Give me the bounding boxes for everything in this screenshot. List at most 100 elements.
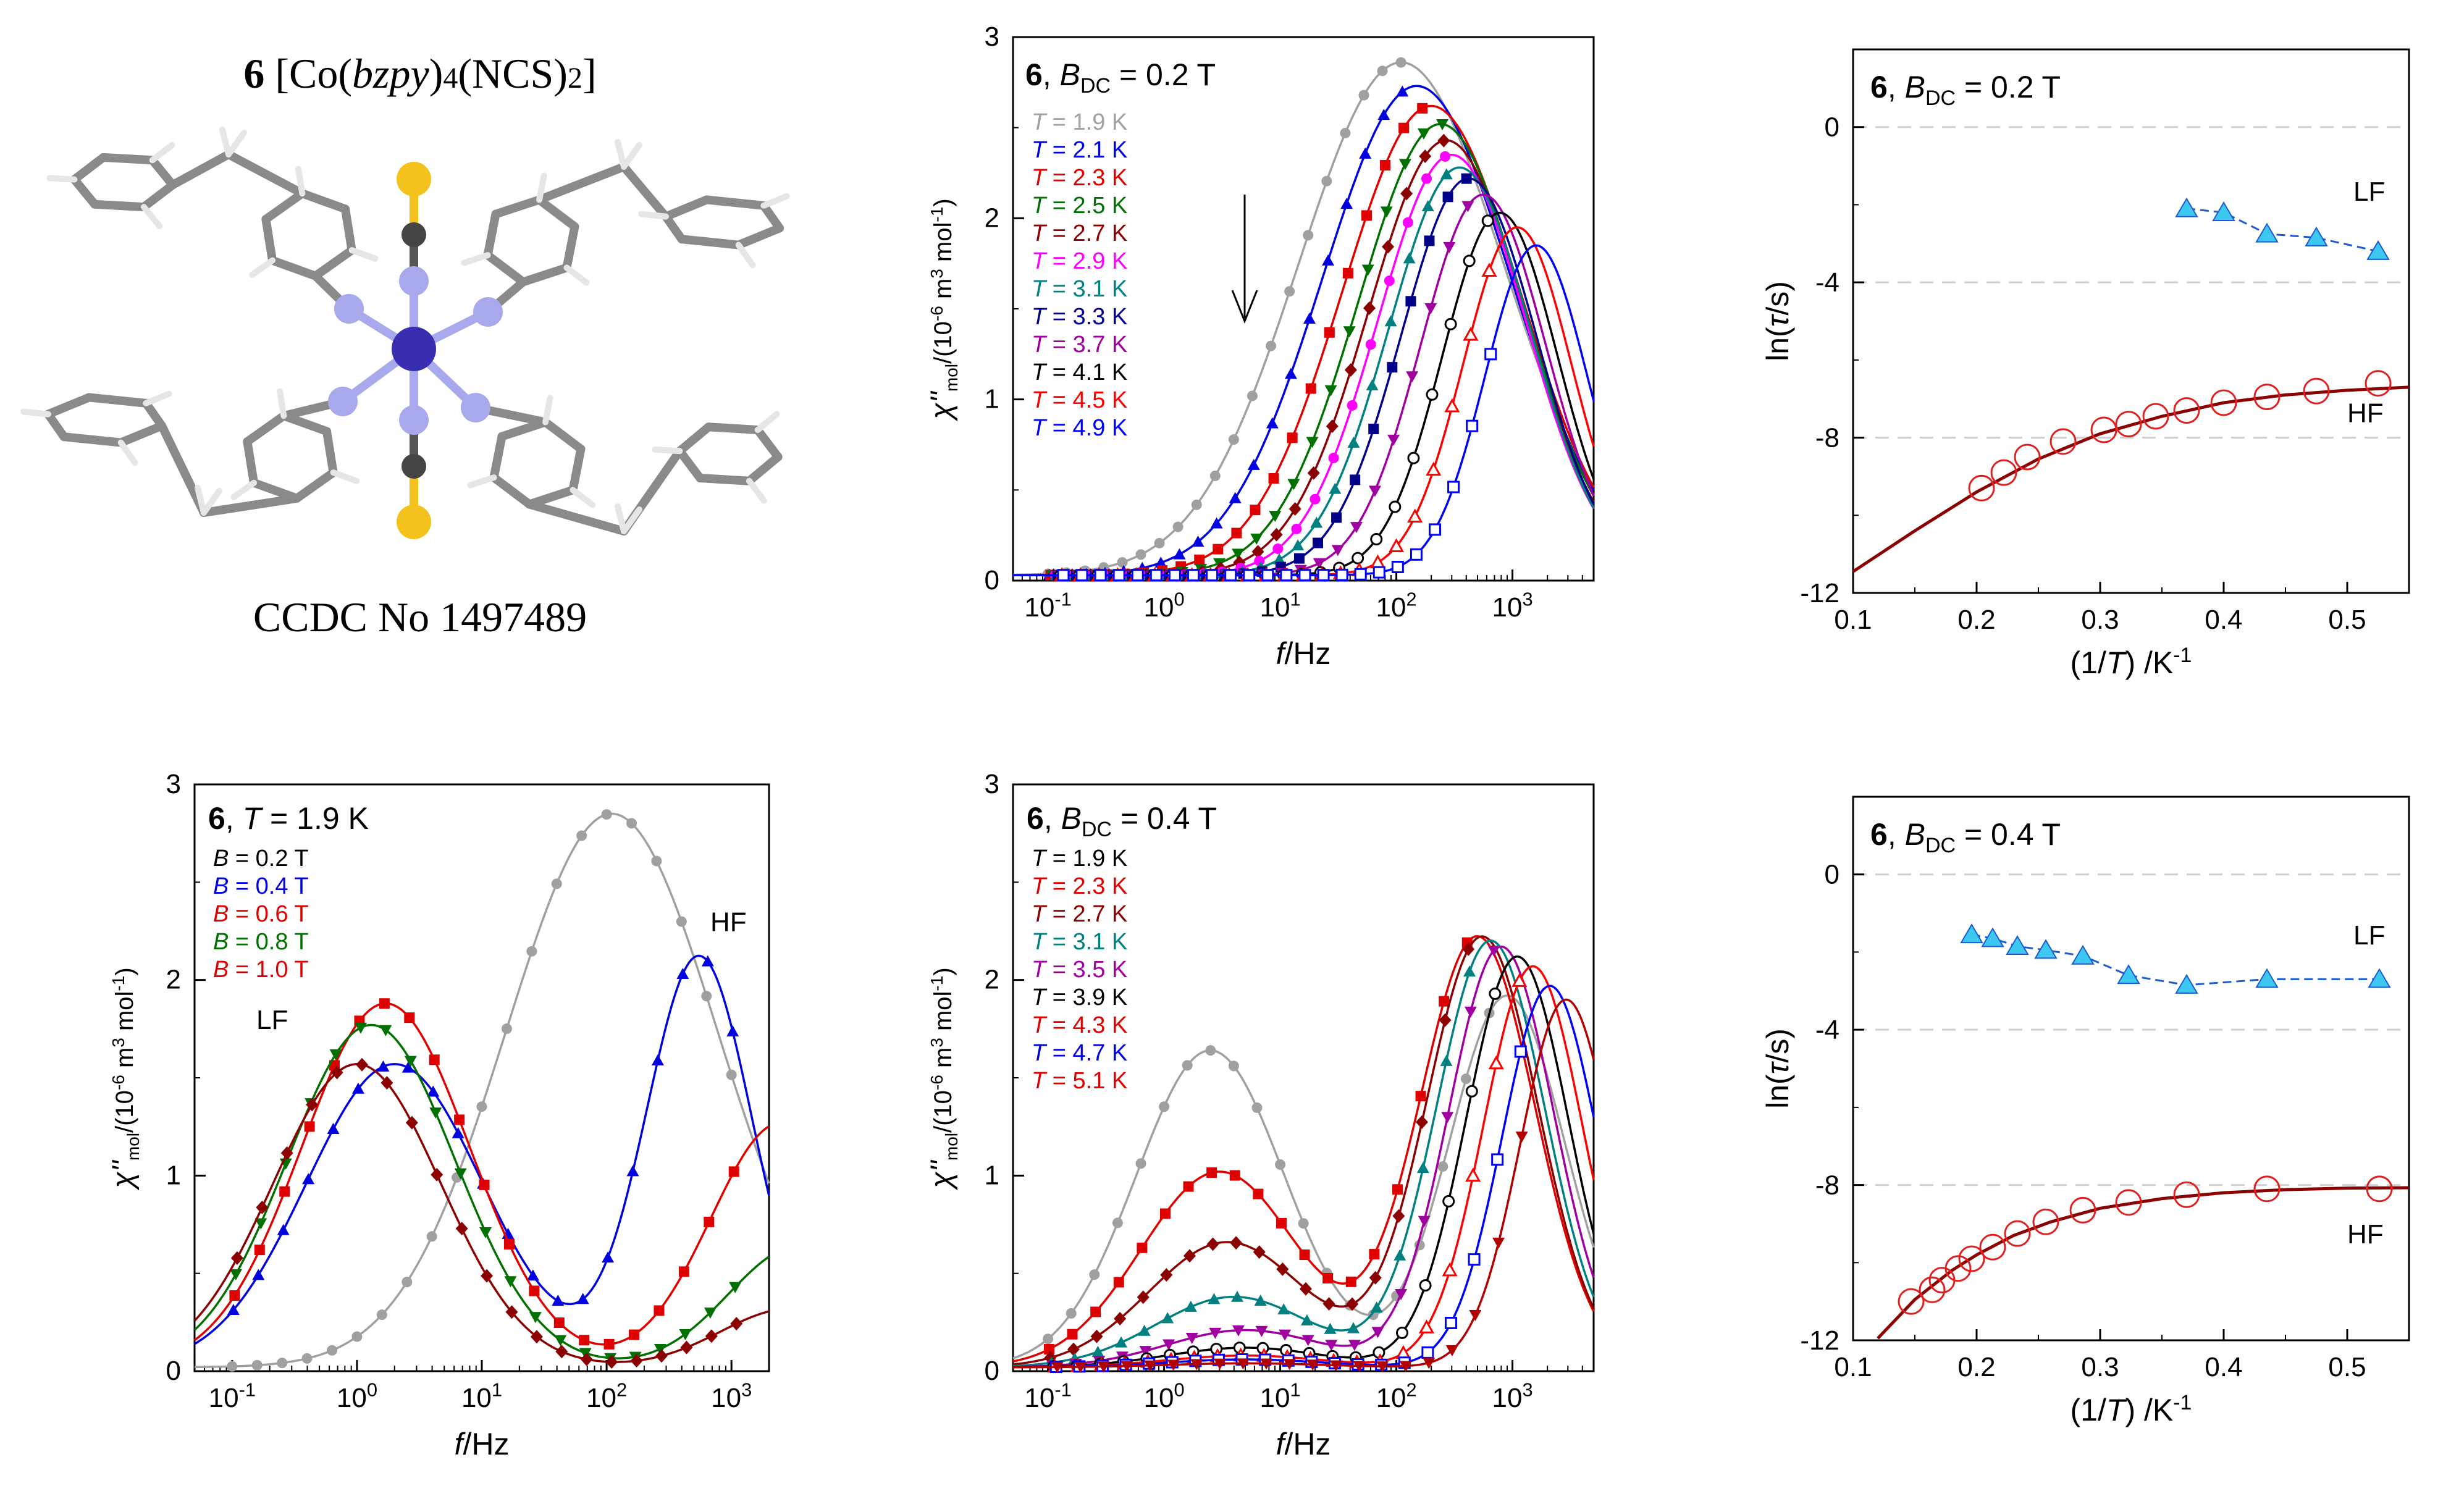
data-point — [404, 1012, 415, 1023]
bond — [116, 421, 167, 447]
hf-data-point — [1958, 1245, 1985, 1272]
formula-suffix-1: ) — [429, 50, 444, 97]
data-point — [1231, 1290, 1244, 1302]
bond — [638, 211, 669, 220]
lf-data-point — [2368, 968, 2391, 988]
data-point — [1417, 128, 1430, 140]
data-point — [1067, 1329, 1078, 1340]
bond — [348, 247, 379, 262]
data-point — [1247, 458, 1260, 470]
legend-entry: T = 3.9 K — [1032, 985, 1127, 1010]
data-point — [1370, 533, 1383, 546]
data-point — [1159, 1208, 1171, 1219]
data-point — [1461, 201, 1474, 212]
data-point — [1465, 1167, 1481, 1182]
y-tick-label: 3 — [985, 769, 999, 799]
data-point — [1361, 210, 1372, 221]
nitrogen-atom — [399, 266, 429, 296]
bond — [615, 503, 627, 534]
data-point — [1437, 133, 1450, 148]
legend-entry: T = 4.9 K — [1032, 415, 1127, 441]
formula-subscript-4: 4 — [443, 62, 458, 94]
data-point — [1306, 437, 1319, 448]
data-point — [1191, 499, 1202, 510]
data-point — [503, 1238, 515, 1250]
data-point — [227, 1361, 238, 1372]
data-point — [553, 1317, 565, 1328]
legend-entry: T = 3.7 K — [1032, 332, 1127, 358]
data-point — [554, 1335, 567, 1346]
x-tick-label: 10-1 — [209, 1379, 256, 1413]
data-point — [1407, 452, 1420, 464]
data-point — [1326, 419, 1339, 434]
data-point — [401, 1061, 414, 1073]
legend-entry: B = 0.8 T — [213, 929, 309, 955]
data-point — [306, 1098, 319, 1112]
hf-data-point — [2365, 370, 2392, 397]
data-point — [1440, 151, 1451, 162]
hf-data-point — [2069, 1196, 2096, 1224]
fit-curve — [1013, 61, 1595, 576]
data-point — [1481, 214, 1494, 227]
data-point — [1442, 191, 1453, 203]
data-point — [1268, 473, 1279, 484]
data-point — [1162, 1339, 1175, 1351]
data-point — [1182, 1060, 1193, 1071]
hf-data-point — [2115, 1189, 2142, 1216]
data-point — [1347, 436, 1360, 448]
hf-data-point — [1990, 459, 2017, 486]
data-point — [1370, 1301, 1383, 1313]
data-point — [354, 1022, 367, 1034]
chart-top-mid: 0 1 2 3 10-1 100 101 102 103 f/Hz χ''mol/(10-6 m3 … — [927, 22, 1595, 671]
formula-prefix: [Co( — [275, 50, 353, 97]
data-point — [479, 1179, 490, 1190]
data-point — [1261, 569, 1274, 582]
data-point — [229, 1290, 240, 1301]
y-tick-label: 0 — [1825, 860, 1839, 890]
data-point — [1303, 312, 1316, 324]
data-point — [380, 1076, 393, 1090]
data-point — [1469, 1310, 1482, 1322]
data-point — [1115, 1336, 1128, 1348]
data-point — [1279, 1329, 1292, 1341]
hf-data-point — [2004, 1220, 2031, 1247]
bond — [70, 175, 99, 209]
data-point — [730, 1317, 743, 1331]
data-point — [302, 1173, 315, 1185]
data-point — [504, 1276, 517, 1288]
data-point — [1373, 566, 1385, 579]
y-axis-label: ln(τ/s) — [1760, 281, 1795, 361]
data-point — [1439, 1013, 1452, 1027]
bond — [298, 189, 350, 214]
legend-entry: T = 4.1 K — [1032, 359, 1127, 385]
bond — [158, 421, 208, 517]
data-point — [1303, 230, 1314, 241]
bond — [292, 468, 338, 503]
label-lf: LF — [256, 1005, 288, 1035]
data-point — [379, 998, 390, 1009]
data-point — [1514, 1045, 1527, 1058]
chart-top-right: -12 -8 -4 0 0.1 0.2 0.3 0.4 0.5 (1/T) /K-1 ln(τ/s)… — [1760, 48, 2410, 680]
data-point — [452, 1127, 465, 1138]
data-point — [1347, 1322, 1360, 1334]
data-point — [1051, 1362, 1064, 1374]
bond — [615, 139, 627, 170]
hf-data-point — [1979, 1233, 2006, 1261]
nitrogen-atom — [334, 294, 364, 324]
data-point — [1317, 569, 1330, 582]
lf-data-point — [2006, 935, 2029, 955]
bond — [90, 200, 148, 212]
data-point — [1117, 556, 1128, 568]
data-point — [1135, 549, 1146, 560]
data-point — [1206, 1237, 1219, 1251]
data-point — [1075, 569, 1088, 582]
legend-entry: T = 3.5 K — [1032, 957, 1127, 983]
y-tick-label: 0 — [166, 1356, 181, 1386]
bond — [759, 201, 784, 233]
data-point — [252, 1269, 265, 1280]
data-point — [1328, 452, 1339, 463]
data-point — [1250, 505, 1261, 516]
data-point — [1445, 1345, 1458, 1357]
y-tick-label: -12 — [1800, 1325, 1839, 1356]
hf-data-point — [1898, 1288, 1925, 1315]
